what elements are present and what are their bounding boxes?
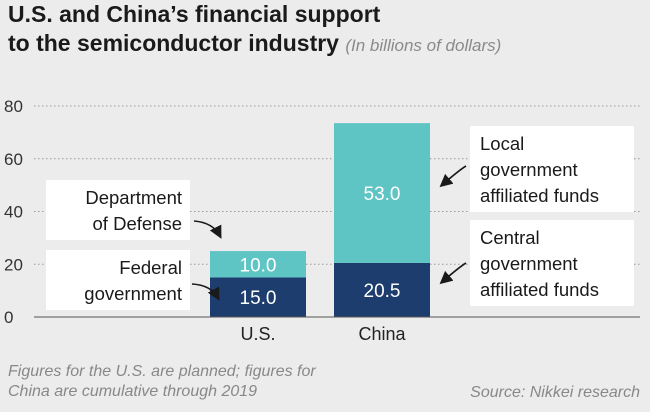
chart-title: U.S. and China’s financial support to th…: [8, 0, 501, 60]
data-label-local-government-affiliated-funds: 53.0: [364, 184, 401, 205]
y-tick-label-0: 0: [4, 308, 13, 327]
y-tick-label-20: 20: [4, 255, 23, 274]
callout-text-federal-government-1: government: [84, 283, 182, 304]
data-label-central-government-affiliated-funds: 20.5: [364, 281, 401, 302]
callout-text-department-of-defense-1: of Defense: [93, 213, 182, 234]
bar-us-federal-government: [210, 277, 306, 317]
callout-text-central-government-affiliated-funds-0: Central: [480, 227, 540, 248]
bar-us-department-of-defense: [210, 251, 306, 278]
callout-text-local-government-affiliated-funds-0: Local: [480, 133, 524, 154]
callout-box-central-government-affiliated-funds: [470, 220, 634, 306]
x-tick-label-us: U.S.: [240, 324, 275, 344]
title-line-2: to the semiconductor industry (In billio…: [8, 29, 501, 60]
title-line-1: U.S. and China’s financial support: [8, 1, 381, 27]
callout-box-local-government-affiliated-funds: [470, 126, 634, 212]
callout-text-department-of-defense-0: Department: [85, 187, 182, 208]
callout-text-federal-government-0: Federal: [119, 257, 182, 278]
callout-box-federal-government: [46, 250, 190, 310]
x-tick-label-china: China: [358, 324, 406, 344]
y-tick-label-60: 60: [4, 150, 23, 169]
footnote: Figures for the U.S. are planned; figure…: [8, 363, 316, 400]
callout-arrow-central-government-affiliated-funds: [439, 262, 467, 285]
bar-china-central-government-affiliated-funds: [334, 262, 430, 317]
callout-arrow-federal-government: [191, 283, 220, 301]
callout-text-central-government-affiliated-funds-2: affiliated funds: [480, 279, 599, 300]
callout-text-central-government-affiliated-funds-1: government: [480, 253, 578, 274]
y-tick-label-80: 80: [4, 97, 23, 116]
title-line-2-text: to the semiconductor industry: [8, 30, 339, 56]
source-note: Source: Nikkei research: [470, 384, 640, 401]
data-label-federal-government: 15.0: [240, 288, 277, 309]
callout-text-local-government-affiliated-funds-2: affiliated funds: [480, 185, 599, 206]
bar-china-local-government-affiliated-funds: [334, 123, 430, 263]
callout-box-department-of-defense: [46, 180, 190, 240]
callout-arrow-department-of-defense: [193, 220, 222, 239]
callout-arrow-local-government-affiliated-funds: [439, 165, 467, 188]
title-unit: (In billions of dollars): [345, 36, 502, 55]
y-tick-label-40: 40: [4, 203, 23, 222]
callout-text-local-government-affiliated-funds-1: government: [480, 159, 578, 180]
data-label-department-of-defense: 10.0: [240, 255, 277, 276]
